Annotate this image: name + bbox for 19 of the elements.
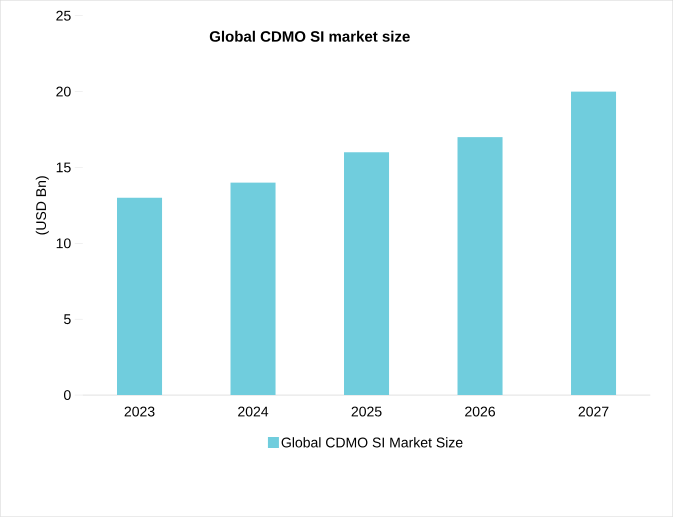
x-tick-label: 2027 bbox=[578, 406, 608, 417]
y-tick-label: 25 bbox=[56, 10, 71, 21]
bar bbox=[230, 182, 276, 396]
y-tick-label: 20 bbox=[56, 86, 71, 97]
x-tick-label: 2026 bbox=[465, 406, 495, 417]
bar bbox=[117, 198, 162, 396]
y-tick-label: 10 bbox=[56, 238, 71, 248]
x-tick-label: 2024 bbox=[238, 406, 268, 417]
y-tick-label: 15 bbox=[56, 162, 71, 172]
x-tick-label: 2025 bbox=[352, 406, 382, 417]
x-tick-label: 2023 bbox=[124, 406, 154, 417]
legend-label: Global CDMO SI Market Size bbox=[282, 437, 463, 448]
bar bbox=[458, 137, 503, 396]
y-tick-label: 0 bbox=[64, 390, 71, 400]
bar bbox=[344, 152, 390, 396]
bar bbox=[571, 92, 616, 396]
y-tick-label: 5 bbox=[64, 314, 71, 324]
y-axis-title: (USD Bn) bbox=[36, 176, 49, 235]
text: Global CDMO SI market size bbox=[210, 30, 410, 42]
